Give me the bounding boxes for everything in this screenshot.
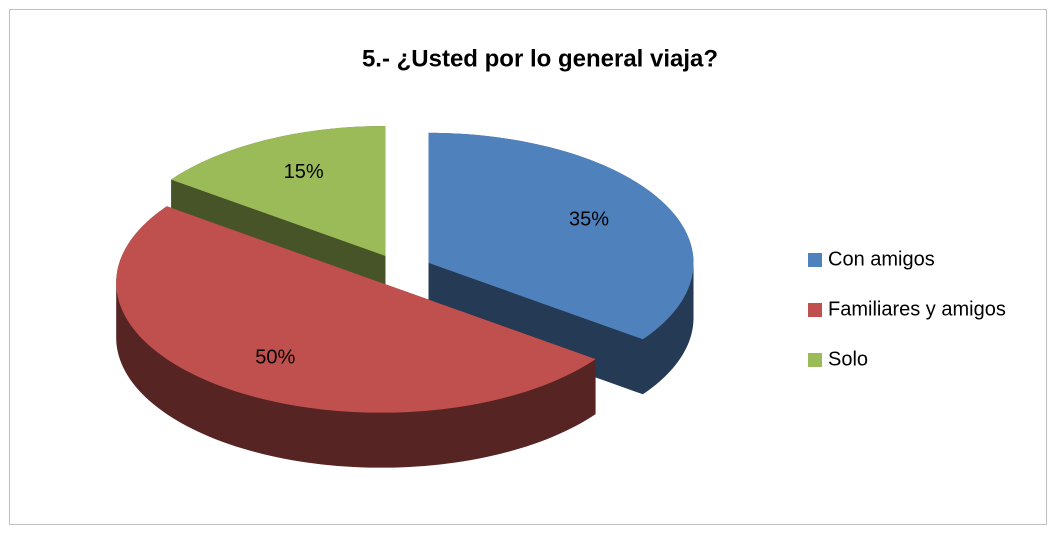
slice — [171, 126, 386, 257]
legend-label: Familiares y amigos — [828, 298, 1006, 320]
data-label: 35% — [569, 209, 609, 231]
data-label: 15% — [284, 161, 324, 183]
legend-swatch — [808, 353, 822, 367]
slice — [428, 132, 694, 340]
chart-title: 5.- ¿Usted por lo general viaja? — [362, 45, 718, 72]
legend-label: Solo — [828, 348, 868, 370]
legend-label: Con amigos — [828, 248, 935, 270]
slice — [116, 206, 596, 413]
legend-swatch — [808, 303, 822, 317]
legend-swatch — [808, 253, 822, 267]
data-label: 50% — [255, 347, 295, 369]
